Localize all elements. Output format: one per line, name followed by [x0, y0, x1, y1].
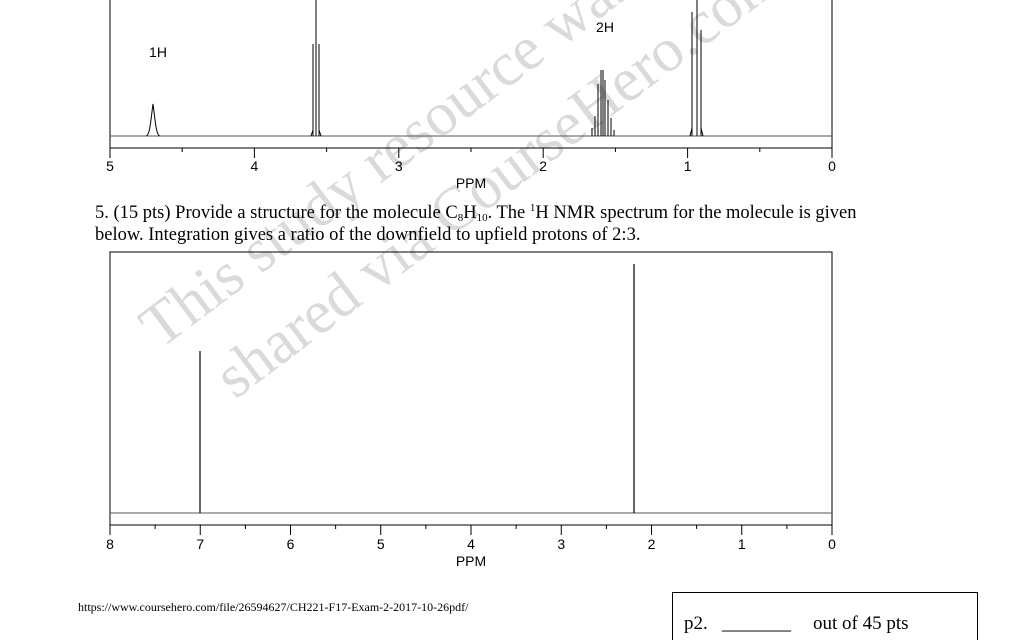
bottom-frame — [109, 251, 833, 526]
top-x-tick-labels: 5 4 3 2 1 0 — [106, 158, 836, 174]
integration-label-2h: 2H — [596, 19, 614, 35]
top-x-ticks — [109, 148, 833, 158]
question-mid: . The — [487, 203, 530, 223]
integration-label-1h: 1H — [149, 44, 167, 60]
x-tick-label: 3 — [395, 158, 403, 174]
x-tick-label: 1 — [684, 158, 692, 174]
top-nmr-spectrum: 5 4 3 2 1 0 PPM 1H 2H — [106, 0, 836, 191]
x-tick-label: 5 — [377, 536, 385, 552]
bottom-x-tick-labels: 8 7 6 5 4 3 2 1 0 — [106, 536, 836, 552]
score-box: p2. ________ out of 45 pts — [672, 592, 978, 640]
bottom-x-ticks — [109, 525, 833, 535]
formula-h: H — [463, 203, 477, 223]
question-intro: 5. (15 pts) Provide a structure for the … — [95, 203, 458, 223]
peak-multiplet-1.6 — [591, 70, 615, 136]
bottom-x-axis-label: PPM — [456, 553, 486, 569]
x-tick-label: 0 — [828, 158, 836, 174]
score-blank: ________ — [722, 613, 791, 634]
x-tick-label: 7 — [196, 536, 204, 552]
question-5-prompt: 5. (15 pts) Provide a structure for the … — [95, 202, 895, 246]
question-rest: H NMR spectrum for the molecule is given… — [95, 203, 857, 245]
x-tick-label: 0 — [828, 536, 836, 552]
x-tick-label: 2 — [539, 158, 547, 174]
formula-c-subscript: 8 — [457, 212, 464, 224]
bottom-nmr-spectrum: 8 7 6 5 4 3 2 1 0 PPM — [106, 251, 836, 569]
nmr-superscript: 1 — [529, 202, 536, 214]
x-tick-label: 4 — [467, 536, 475, 552]
x-tick-label: 8 — [106, 536, 114, 552]
formula-h-subscript: 10 — [476, 212, 488, 224]
peak-triplet-0.95 — [689, 0, 704, 137]
source-url: https://www.coursehero.com/file/26594627… — [78, 600, 469, 614]
peak-triplet-3.7 — [310, 0, 322, 137]
page-label: p2. — [684, 613, 708, 634]
score-total: out of 45 pts — [813, 613, 909, 634]
x-tick-label: 3 — [557, 536, 565, 552]
x-tick-label: 5 — [106, 158, 114, 174]
x-tick-label: 1 — [738, 536, 746, 552]
top-x-axis-label: PPM — [456, 175, 486, 191]
x-tick-label: 4 — [251, 158, 259, 174]
x-tick-label: 6 — [287, 536, 295, 552]
peak-singlet-4.7 — [145, 103, 161, 137]
x-tick-label: 2 — [648, 536, 656, 552]
